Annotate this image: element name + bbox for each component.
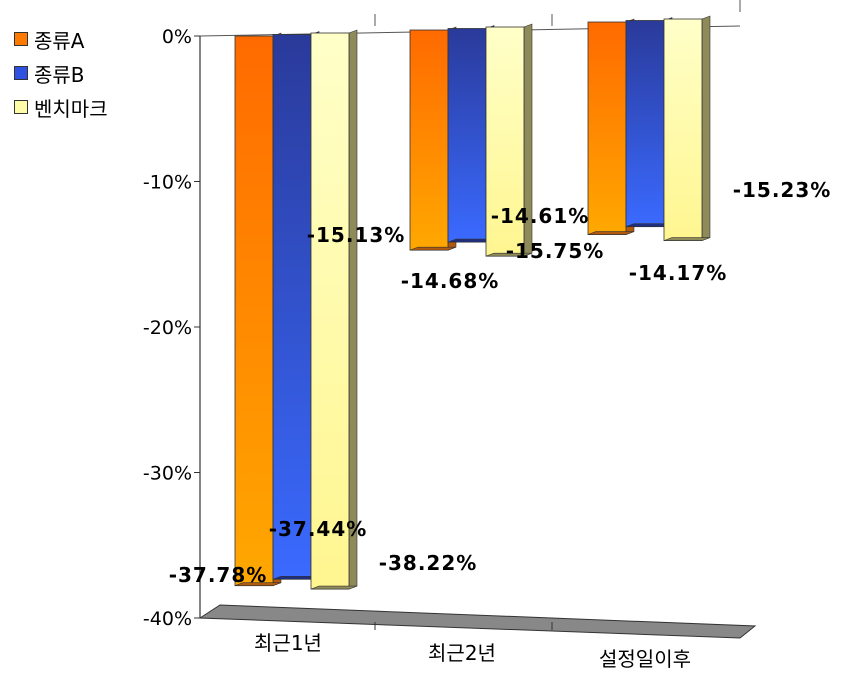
y-tick-label-4: -40%: [143, 608, 192, 630]
y-tick-label-3: -30%: [143, 463, 192, 485]
y-tick-label-2: -20%: [143, 317, 192, 339]
bar-cap-2-0: [587, 231, 635, 235]
legend-item-series-a: 종류A: [14, 22, 108, 56]
legend-swatch-series-a: [14, 32, 28, 46]
data-label-2-0: -38.22%: [379, 551, 478, 575]
bar-0-0: [234, 35, 274, 587]
legend-label-series-b: 종류B: [34, 62, 85, 87]
y-tick-label-1: -10%: [143, 172, 192, 194]
bar-1-2: [485, 26, 525, 257]
data-label-0-0: -37.78%: [169, 563, 268, 587]
bar-cap-1-0: [409, 246, 457, 251]
legend-label-benchmark: 벤치마크: [34, 96, 108, 121]
data-label-2-2: -15.23%: [733, 178, 832, 202]
bar-0-2: [310, 32, 350, 590]
bar-2-1: [625, 20, 665, 228]
data-label-1-0: -37.44%: [269, 517, 368, 541]
x-category-label-1: 최근2년: [428, 641, 496, 665]
data-label-1-2: -14.17%: [629, 261, 728, 285]
bar-2-0: [587, 21, 627, 235]
data-label-2-1: -15.75%: [506, 239, 605, 263]
legend-item-benchmark: 벤치마크: [14, 90, 108, 124]
bar-cap-0-0: [234, 582, 282, 586]
legend-item-series-b: 종류B: [14, 56, 108, 90]
x-category-label-2: 설정일이후: [599, 647, 691, 671]
bar-1-1: [447, 28, 487, 243]
legend-swatch-series-b: [14, 66, 28, 80]
legend: 종류A 종류B 벤치마크: [14, 22, 108, 124]
x-category-label-0: 최근1년: [254, 631, 322, 655]
y-tick-label-0: 0%: [162, 26, 192, 48]
bar-1-0: [409, 29, 449, 251]
data-label-0-1: -15.13%: [307, 223, 406, 247]
bar-cap-1-2: [485, 252, 533, 257]
bar-side-0-2: [348, 29, 358, 590]
bar-cap-2-2: [663, 237, 711, 241]
data-label-1-1: -14.68%: [401, 269, 500, 293]
bar-0-1: [272, 34, 312, 580]
chart-floor: [198, 604, 757, 639]
data-label-0-2: -14.61%: [491, 204, 590, 228]
bar-side-2-2: [701, 15, 711, 242]
bar-2-2: [663, 18, 703, 241]
bar-cap-0-2: [310, 585, 358, 590]
legend-swatch-benchmark: [14, 100, 28, 114]
legend-label-series-a: 종류A: [34, 28, 85, 53]
